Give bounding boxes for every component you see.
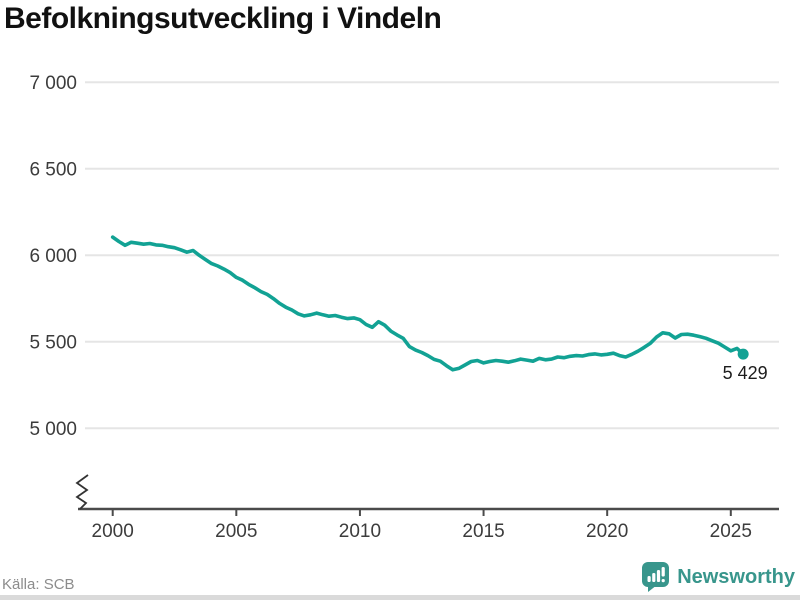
end-point-label: 5 429 bbox=[723, 363, 768, 383]
y-tick-label: 6 000 bbox=[29, 246, 77, 267]
x-tick-label: 2000 bbox=[92, 521, 134, 542]
brand-name: Newsworthy bbox=[677, 565, 795, 588]
y-tick-label: 5 000 bbox=[29, 419, 77, 440]
y-tick-label: 7 000 bbox=[29, 73, 77, 94]
y-tick-label: 6 500 bbox=[29, 159, 77, 180]
newsworthy-logo[interactable]: Newsworthy bbox=[641, 561, 795, 593]
axis-break-icon bbox=[75, 474, 89, 510]
x-tick-label: 2010 bbox=[339, 521, 381, 542]
bottom-bar bbox=[0, 595, 800, 600]
y-tick-label: 5 500 bbox=[29, 332, 77, 353]
chart-footer: Källa: SCB Newsworthy bbox=[0, 559, 800, 595]
population-line-chart: 7 000 6 500 6 000 5 500 5 000 2000 2005 2010 201… bbox=[29, 73, 779, 542]
data-line bbox=[110, 235, 746, 372]
source-label: Källa: SCB bbox=[2, 576, 75, 593]
x-tick-label: 2020 bbox=[586, 521, 628, 542]
x-tick-label: 2025 bbox=[710, 521, 752, 542]
x-tick-label: 2015 bbox=[462, 521, 504, 542]
end-point-dot bbox=[737, 348, 749, 360]
page-title: Befolkningsutveckling i Vindeln bbox=[4, 2, 442, 35]
newsworthy-logo-icon bbox=[642, 562, 670, 592]
x-tick-label: 2005 bbox=[215, 521, 257, 542]
